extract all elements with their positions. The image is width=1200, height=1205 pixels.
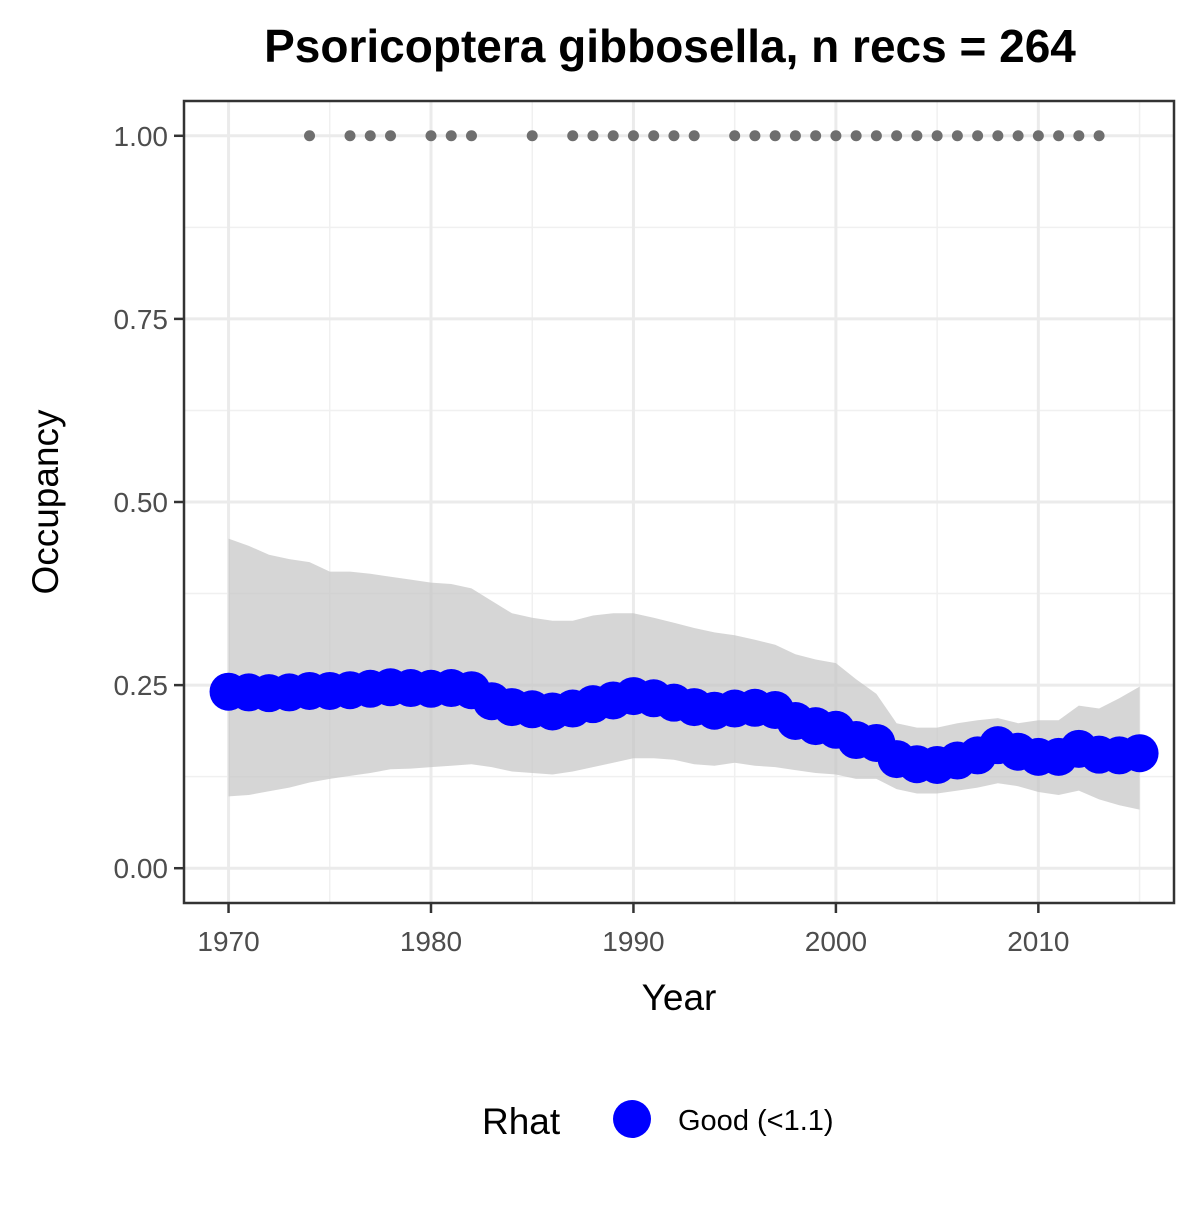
x-tick-label: 2000: [805, 926, 867, 957]
legend-key-good: [613, 1100, 651, 1138]
record-point: [607, 130, 619, 142]
record-point: [891, 130, 903, 142]
record-point: [627, 130, 639, 142]
y-tick-label: 0.50: [114, 487, 169, 518]
x-tick-label: 2010: [1007, 926, 1069, 957]
record-point: [364, 130, 376, 142]
x-tick-label: 1990: [602, 926, 664, 957]
record-point: [668, 130, 680, 142]
record-point: [972, 130, 984, 142]
record-point: [445, 130, 457, 142]
y-tick-label: 0.25: [114, 670, 169, 701]
x-axis-title: Year: [642, 977, 717, 1018]
record-point: [1073, 130, 1085, 142]
record-point: [1053, 130, 1065, 142]
record-point: [425, 130, 437, 142]
record-point: [769, 130, 781, 142]
record-point: [648, 130, 660, 142]
record-point: [344, 130, 356, 142]
legend-title: Rhat: [482, 1101, 561, 1142]
record-point: [465, 130, 477, 142]
y-tick-label: 1.00: [114, 121, 169, 152]
record-point: [850, 130, 862, 142]
chart-title: Psoricoptera gibbosella, n recs = 264: [264, 20, 1076, 72]
record-point: [385, 130, 397, 142]
record-point: [931, 130, 943, 142]
record-point: [526, 130, 538, 142]
y-axis-title: Occupancy: [25, 409, 66, 595]
record-point: [304, 130, 316, 142]
x-tick-label: 1980: [400, 926, 462, 957]
record-point: [729, 130, 741, 142]
y-tick-label: 0.75: [114, 304, 169, 335]
record-point: [1032, 130, 1044, 142]
record-point: [567, 130, 579, 142]
record-point: [587, 130, 599, 142]
record-point: [911, 130, 923, 142]
record-point: [749, 130, 761, 142]
plot-panel: 0.00 0.25 0.50 0.75 1.00 1970 1980 1990 2000 2010: [114, 99, 1176, 957]
record-point: [992, 130, 1004, 142]
record-point: [830, 130, 842, 142]
record-point: [810, 130, 822, 142]
record-point: [789, 130, 801, 142]
confidence-ribbon: [228, 538, 1140, 810]
legend-label-good: Good (<1.1): [678, 1105, 834, 1137]
record-point: [1093, 130, 1105, 142]
x-tick-label: 1970: [197, 926, 259, 957]
record-point: [951, 130, 963, 142]
y-tick-label: 0.00: [114, 853, 169, 884]
record-point: [688, 130, 700, 142]
occupancy-point: [1120, 734, 1159, 773]
legend: Rhat Good (<1.1): [482, 1100, 834, 1142]
record-point: [1012, 130, 1024, 142]
record-point: [870, 130, 882, 142]
